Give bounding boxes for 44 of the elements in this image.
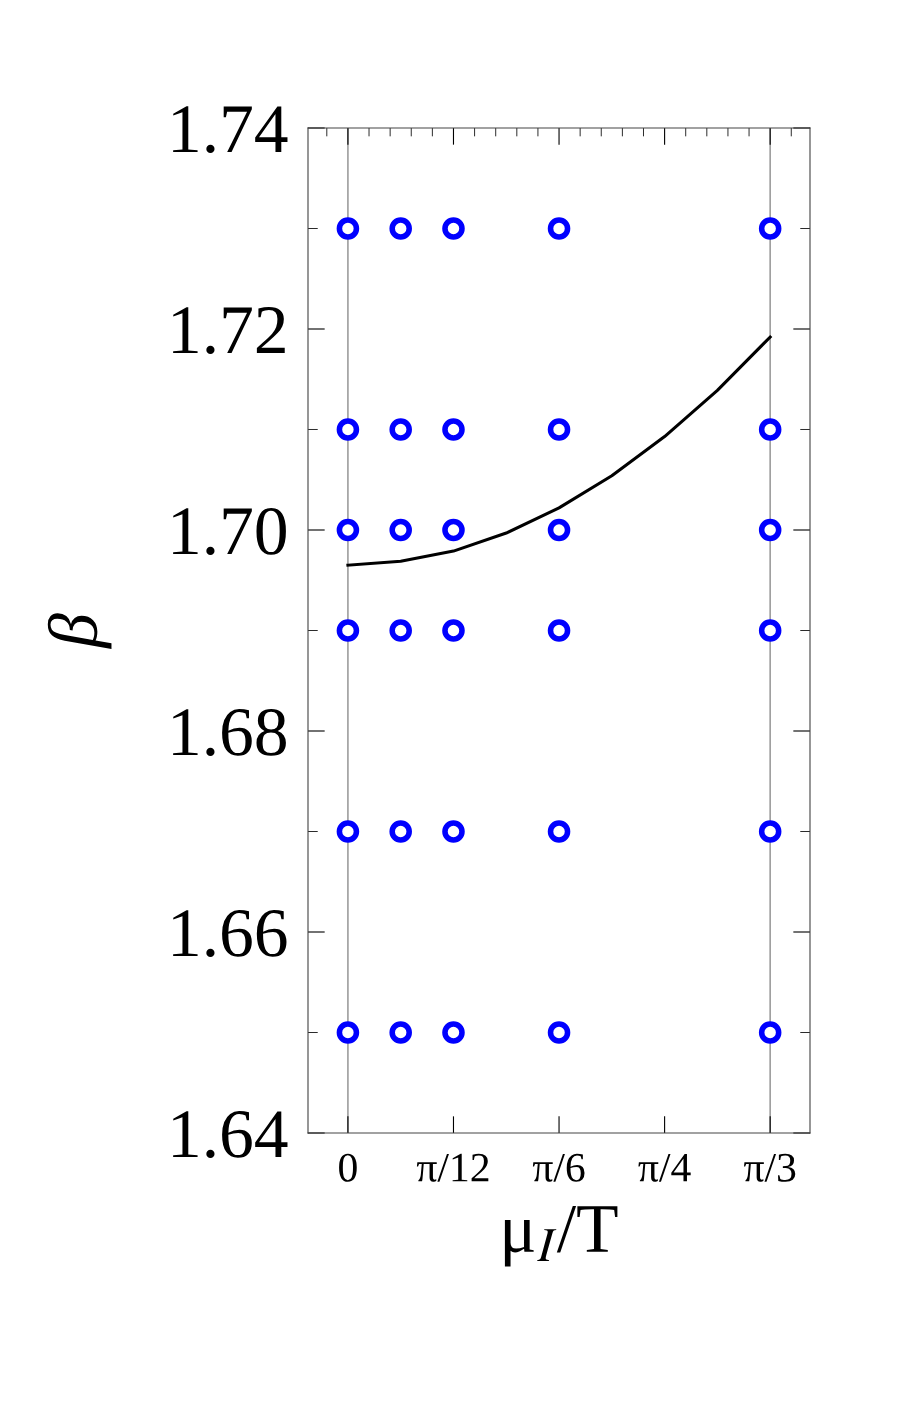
x-tick-label: 0 — [339, 1153, 357, 1182]
point — [389, 1021, 412, 1044]
point — [758, 1021, 782, 1044]
x-tick-label: π/6 — [532, 1153, 585, 1182]
y-tick-label: 1.64 — [173, 1111, 288, 1159]
point — [336, 820, 360, 843]
point — [758, 619, 782, 642]
point — [442, 518, 465, 542]
point — [442, 820, 465, 843]
y-tick-label: 1.74 — [173, 106, 288, 154]
y-tick-label: 1.66 — [173, 910, 287, 958]
point — [758, 217, 782, 240]
y-tick-label: 1.68 — [173, 708, 286, 757]
point — [389, 518, 412, 542]
point — [389, 418, 412, 441]
y-tick-label: 1.72 — [173, 307, 285, 355]
point — [758, 518, 782, 542]
point — [389, 217, 412, 240]
x-tick-label: π/3 — [744, 1153, 796, 1182]
line-series — [346, 335, 772, 567]
point — [336, 418, 360, 441]
point — [547, 820, 571, 843]
point — [547, 619, 571, 642]
point — [336, 518, 360, 542]
point — [336, 619, 360, 642]
point — [442, 1021, 465, 1044]
point — [547, 518, 571, 542]
point — [389, 820, 412, 843]
point — [442, 418, 465, 441]
y-axis-title: β — [47, 613, 112, 649]
y-tick-label: 1.70 — [173, 507, 286, 556]
x-axis-title: μ$_{I}$/T — [504, 1205, 618, 1267]
x-tick-label: π/12 — [416, 1153, 489, 1182]
x-tick-label: π/4 — [638, 1153, 691, 1182]
point — [547, 418, 571, 441]
point — [336, 1021, 360, 1044]
point — [442, 619, 465, 642]
point — [442, 217, 465, 240]
point — [547, 1021, 571, 1044]
point — [336, 217, 360, 240]
point — [758, 418, 782, 441]
point — [547, 217, 571, 240]
point — [758, 820, 782, 843]
point — [389, 619, 412, 642]
